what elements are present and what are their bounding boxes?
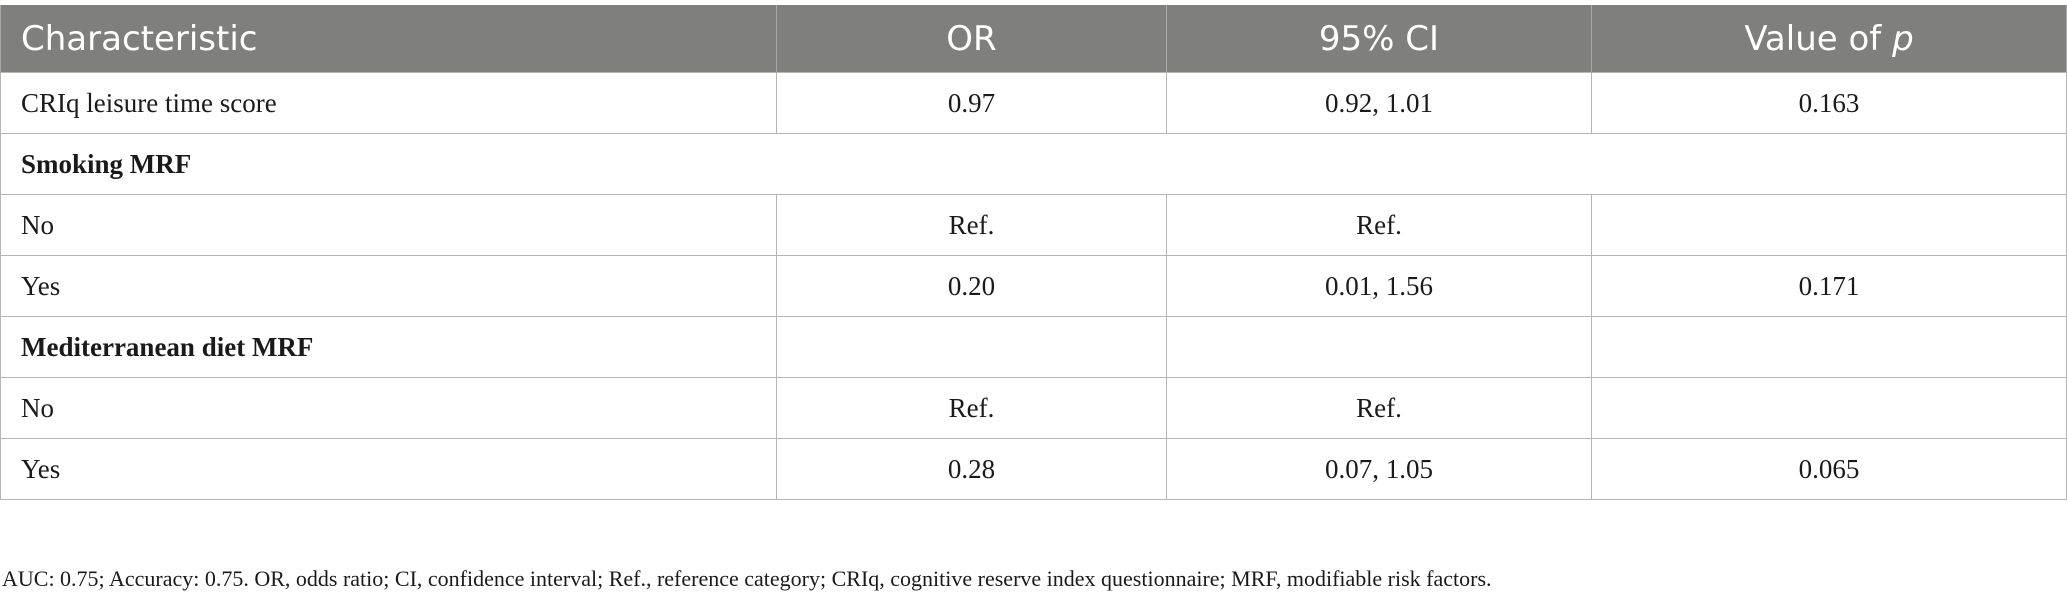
table-row: No Ref. Ref.	[0, 194, 2067, 256]
results-table: Characteristic OR 95% CI Value of p CRIq…	[0, 5, 2067, 500]
row-label: Yes	[0, 255, 777, 317]
header-p-variable: p	[1892, 18, 1914, 59]
row-ci: Ref.	[1166, 194, 1592, 256]
row-label: No	[0, 377, 777, 439]
row-label: Yes	[0, 438, 777, 500]
table-header: Characteristic OR 95% CI Value of p	[0, 5, 2067, 73]
row-or	[776, 316, 1167, 378]
row-or: 0.97	[776, 72, 1167, 134]
row-ci: Ref.	[1166, 377, 1592, 439]
header-p-prefix: Value of	[1744, 18, 1893, 59]
row-ci	[1166, 316, 1592, 378]
table-section-row: Smoking MRF	[0, 133, 2067, 195]
row-p-value	[1591, 194, 2067, 256]
row-ci: 0.92, 1.01	[1166, 72, 1592, 134]
row-or: Ref.	[776, 377, 1167, 439]
table-body: CRIq leisure time score 0.97 0.92, 1.01 …	[0, 72, 2067, 500]
row-label: CRIq leisure time score	[0, 72, 777, 134]
row-ci: 0.07, 1.05	[1166, 438, 1592, 500]
table-footnote: AUC: 0.75; Accuracy: 0.75. OR, odds rati…	[2, 566, 1492, 591]
row-p-value	[1591, 377, 2067, 439]
section-label: Smoking MRF	[0, 133, 2067, 195]
row-or: 0.28	[776, 438, 1167, 500]
results-table-container: Characteristic OR 95% CI Value of p CRIq…	[0, 5, 2067, 500]
row-ci: 0.01, 1.56	[1166, 255, 1592, 317]
table-row: No Ref. Ref.	[0, 377, 2067, 439]
row-label: No	[0, 194, 777, 256]
header-p-value: Value of p	[1591, 5, 2067, 73]
header-or: OR	[776, 5, 1167, 73]
header-row: Characteristic OR 95% CI Value of p	[0, 5, 2067, 73]
section-label: Mediterranean diet MRF	[0, 316, 777, 378]
header-ci: 95% CI	[1166, 5, 1592, 73]
table-row: Yes 0.28 0.07, 1.05 0.065	[0, 438, 2067, 500]
header-characteristic: Characteristic	[0, 5, 777, 73]
table-row: Yes 0.20 0.01, 1.56 0.171	[0, 255, 2067, 317]
row-or: 0.20	[776, 255, 1167, 317]
row-p-value: 0.065	[1591, 438, 2067, 500]
table-row: CRIq leisure time score 0.97 0.92, 1.01 …	[0, 72, 2067, 134]
row-p-value: 0.163	[1591, 72, 2067, 134]
table-section-row: Mediterranean diet MRF	[0, 316, 2067, 378]
row-p-value: 0.171	[1591, 255, 2067, 317]
row-p-value	[1591, 316, 2067, 378]
row-or: Ref.	[776, 194, 1167, 256]
